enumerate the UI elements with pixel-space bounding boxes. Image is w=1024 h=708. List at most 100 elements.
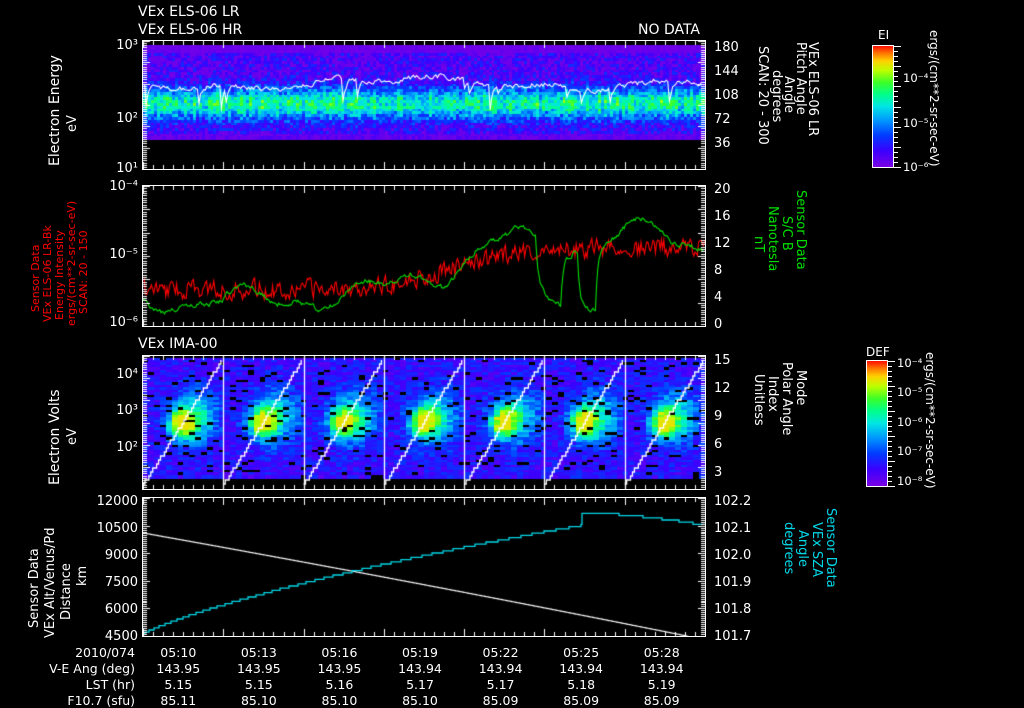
table-cell: 143.95 (317, 661, 362, 676)
axis-tick-label: 15 (714, 353, 731, 368)
table-cell: 05:16 (321, 645, 358, 660)
table-cell: 85.09 (643, 693, 680, 708)
panel1-right-label-1: Pitch Angle (793, 42, 808, 115)
colorbar-tick (894, 61, 898, 63)
axis-tick-label: 101.9 (714, 575, 752, 590)
colorbar-tick (888, 386, 895, 387)
axis-tick-label: 180 (714, 40, 739, 55)
colorbar-tick-label: 10⁻⁵ (903, 116, 929, 130)
colorbar-tick (894, 167, 901, 168)
colorbar-tick (894, 81, 898, 83)
colorbar-tick (888, 436, 895, 437)
axis-tick-label: 72 (714, 112, 731, 127)
colorbar-tick (888, 471, 892, 472)
axis-tick-label: 9 (714, 409, 723, 424)
colorbar1-units: ergs/(cm**2-sr-sec-eV) (927, 30, 941, 167)
axis-tick-label: 6 (714, 437, 723, 452)
panel2-right-label-3: Nanotesla (765, 206, 780, 272)
table-row-label: F10.7 (sfu) (67, 693, 135, 708)
colorbar-tick (894, 86, 901, 88)
panel2-left-label-5: SCAN: 20 - 150 (77, 230, 90, 314)
panel1-title-hr: VEx ELS-06 HR (138, 22, 243, 38)
axis-tick-label: 12 (714, 236, 731, 251)
panel1-right-label-5: SCAN: 20 - 300 (755, 46, 770, 145)
panel4-right-label-1: Sensor Data (823, 508, 838, 588)
colorbar1-title: EI (878, 28, 890, 42)
panel3-right-label-3: Index (765, 376, 780, 412)
table-cell: 143.94 (478, 661, 523, 676)
table-cell: 85.09 (563, 693, 600, 708)
colorbar-tick (888, 376, 892, 377)
colorbar-tick (894, 146, 901, 148)
table-row-label: V-E Ang (deg) (49, 661, 135, 676)
table-cell: 85.10 (321, 693, 358, 708)
table-cell: 05:28 (643, 645, 680, 660)
colorbar-tick (894, 111, 898, 113)
panel4-left-label-3: Distance (59, 563, 74, 620)
colorbar2[interactable] (866, 360, 888, 487)
table-cell: 143.94 (559, 661, 604, 676)
axis-tick-label: 144 (714, 64, 739, 79)
colorbar-tick (888, 416, 892, 417)
panel2-left-label-1: Sensor Data (29, 244, 42, 312)
table-cell: 5.17 (486, 677, 515, 692)
panel4-right-label-4: degrees (781, 522, 796, 575)
colorbar-tick (888, 456, 892, 457)
axis-tick-label: 8 (714, 263, 723, 278)
no-data-label: NO DATA (638, 22, 701, 38)
colorbar-tick (888, 461, 895, 462)
colorbar2-units: ergs/(cm**2-sr-sec-eV) (923, 352, 937, 489)
panel-ima-spectrogram[interactable] (142, 355, 706, 490)
colorbar-tick (888, 441, 892, 442)
colorbar-tick-label: 10⁻⁴ (897, 356, 923, 370)
table-cell: 85.09 (482, 693, 519, 708)
colorbar-tick (894, 121, 898, 123)
panel3-title: VEx IMA-00 (138, 336, 218, 352)
colorbar-tick (894, 91, 898, 93)
table-cell: 5.19 (647, 677, 676, 692)
colorbar-tick (894, 126, 901, 128)
axis-tick-label: 10⁻⁴ (109, 179, 138, 194)
table-cell: 5.15 (244, 677, 273, 692)
colorbar-tick (894, 96, 898, 98)
axis-tick-label: 10⁴ (116, 367, 138, 382)
panel1-title-lr: VEx ELS-06 LR (138, 4, 240, 20)
axis-tick-label: 10¹ (116, 161, 138, 176)
colorbar-tick (894, 71, 898, 73)
colorbar-tick (888, 426, 892, 427)
panel-position[interactable] (142, 497, 706, 637)
table-cell: 85.11 (160, 693, 197, 708)
colorbar-tick (894, 76, 898, 78)
panel-els-spectrogram[interactable] (142, 40, 706, 170)
colorbar-tick (894, 51, 898, 53)
panel3-right-label-2: Polar Angle (779, 362, 794, 436)
axis-tick-label: 108 (714, 88, 739, 103)
axis-tick-label: 4500 (104, 629, 138, 644)
colorbar-tick (888, 401, 892, 402)
colorbar1[interactable] (872, 45, 894, 168)
panel3-left-label-2: eV (65, 428, 80, 445)
table-cell: 143.94 (398, 661, 442, 676)
panel4-right-label-3: Angle (795, 530, 810, 567)
colorbar2-title: DEF (866, 345, 890, 359)
colorbar-tick (888, 486, 895, 487)
colorbar-tick (894, 116, 898, 118)
panel-intensity-bfield[interactable] (142, 185, 706, 327)
table-cell: 143.95 (156, 661, 201, 676)
colorbar-tick (888, 476, 892, 477)
table-row-label: 2010/074 (75, 645, 135, 660)
axis-tick-label: 20 (714, 182, 731, 197)
colorbar-tick (894, 46, 901, 47)
axis-tick-label: 10500 (96, 521, 138, 536)
colorbar-tick-label: 10⁻⁶ (903, 160, 929, 174)
panel4-right-label-2: VEx SZA (809, 522, 824, 577)
table-cell: 05:22 (482, 645, 519, 660)
axis-tick-label: 3 (714, 465, 723, 480)
axis-tick-label: 12 (714, 381, 731, 396)
colorbar-tick (888, 396, 892, 397)
axis-tick-label: 10² (116, 111, 138, 126)
panel1-right-label-3: Angle (781, 76, 796, 113)
axis-tick-label: 7500 (104, 575, 138, 590)
axis-tick-label: 0 (714, 317, 723, 332)
